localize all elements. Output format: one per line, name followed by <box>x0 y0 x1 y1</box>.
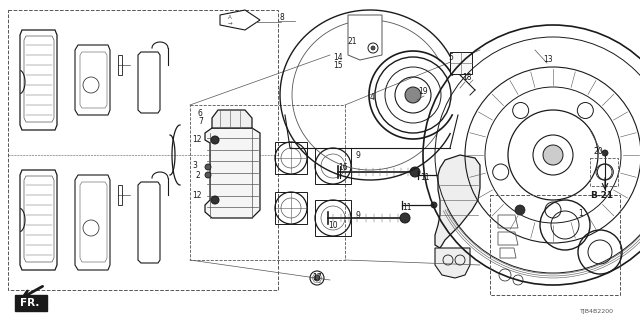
Circle shape <box>410 167 420 177</box>
Text: FR.: FR. <box>20 298 40 308</box>
Bar <box>8 10 278 290</box>
Text: TJB4B2200: TJB4B2200 <box>580 309 614 315</box>
Circle shape <box>211 136 219 144</box>
Text: 11: 11 <box>402 204 412 212</box>
Text: 8: 8 <box>280 13 285 22</box>
Text: 17: 17 <box>312 274 322 283</box>
Text: 12: 12 <box>192 190 202 199</box>
Text: 9: 9 <box>355 150 360 159</box>
Polygon shape <box>348 15 382 60</box>
Text: 16: 16 <box>338 164 348 172</box>
Text: 10: 10 <box>328 220 338 229</box>
Text: 20: 20 <box>594 148 604 156</box>
Text: 13: 13 <box>543 55 552 65</box>
Bar <box>315 200 351 236</box>
Text: 7: 7 <box>198 116 203 125</box>
Text: B-21: B-21 <box>590 190 613 199</box>
Bar <box>275 142 307 174</box>
Circle shape <box>405 87 421 103</box>
Circle shape <box>211 196 219 204</box>
Circle shape <box>314 275 320 281</box>
Bar <box>450 52 472 74</box>
Text: 6: 6 <box>198 108 203 117</box>
Polygon shape <box>205 128 260 218</box>
Circle shape <box>515 205 525 215</box>
Text: 11: 11 <box>420 173 429 182</box>
Bar <box>275 192 307 224</box>
Bar <box>15 295 47 311</box>
Circle shape <box>447 172 453 178</box>
Circle shape <box>371 46 375 50</box>
Text: 2: 2 <box>196 171 201 180</box>
Circle shape <box>400 213 410 223</box>
Circle shape <box>602 150 608 156</box>
Text: 9: 9 <box>355 211 360 220</box>
Text: 21: 21 <box>348 37 358 46</box>
Text: 4: 4 <box>370 93 375 102</box>
Bar <box>490 195 620 295</box>
Circle shape <box>543 145 563 165</box>
Text: 12: 12 <box>192 135 202 145</box>
Bar <box>590 158 618 186</box>
Text: 18: 18 <box>462 74 472 83</box>
Text: 14: 14 <box>333 52 342 61</box>
Text: A
→: A → <box>228 15 232 25</box>
Polygon shape <box>435 248 470 278</box>
Polygon shape <box>212 110 252 128</box>
Text: 1: 1 <box>578 209 583 218</box>
Circle shape <box>431 202 437 208</box>
Text: 19: 19 <box>418 87 428 97</box>
Polygon shape <box>435 155 480 248</box>
Bar <box>190 105 345 260</box>
Text: 3: 3 <box>192 161 197 170</box>
Text: 15: 15 <box>333 60 342 69</box>
Circle shape <box>205 172 211 178</box>
Circle shape <box>205 164 211 170</box>
Text: 5: 5 <box>448 53 453 62</box>
Bar <box>315 148 351 184</box>
